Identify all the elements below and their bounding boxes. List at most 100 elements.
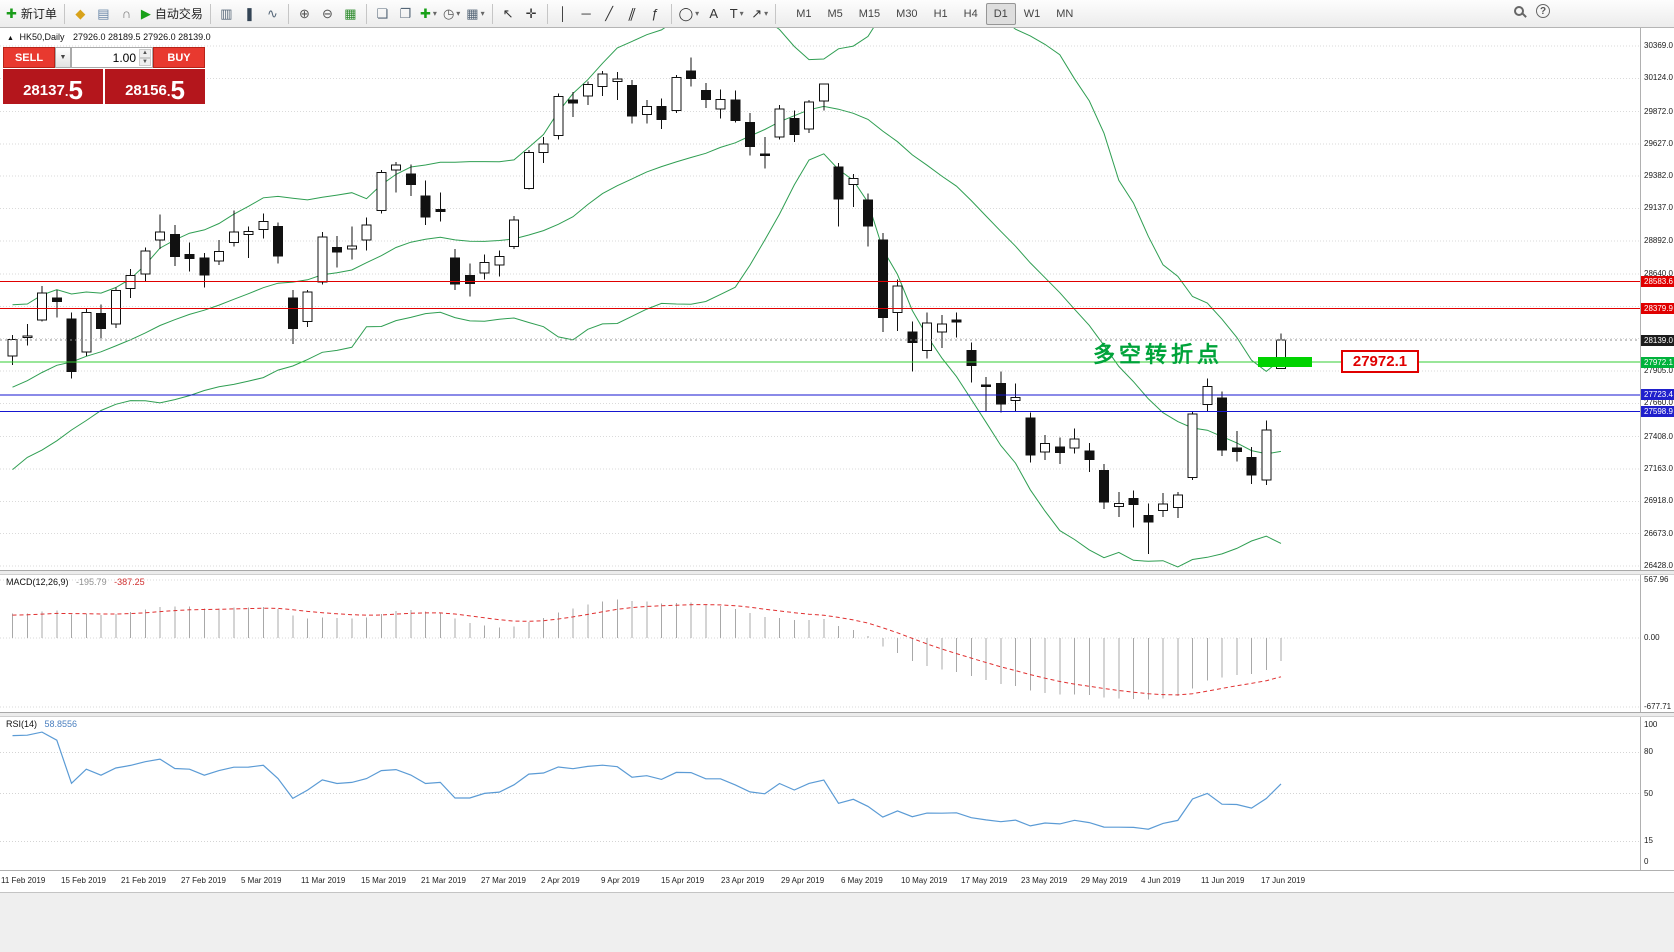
fibonacci-icon: ƒ <box>651 6 659 21</box>
date-tick-label: 27 Feb 2019 <box>181 876 226 885</box>
timeframe-mn-button[interactable]: MN <box>1056 7 1074 20</box>
buy-button[interactable]: BUY <box>153 47 205 68</box>
crosshair-icon: ✛ <box>525 6 537 21</box>
date-tick-label: 21 Mar 2019 <box>421 876 466 885</box>
shapes-button[interactable]: ◯ ▾ <box>677 3 702 25</box>
price-tick-label: 26918.0 <box>1644 496 1673 506</box>
symbol-header: ▲ HK50,Daily 27926.0 28189.5 27926.0 281… <box>7 32 211 42</box>
toolbar-separator <box>209 3 211 24</box>
text-button[interactable]: A <box>703 3 724 25</box>
price-tick-label: 26673.0 <box>1644 528 1673 538</box>
macd-signal-value: -387.25 <box>114 577 145 587</box>
time-axis[interactable]: 11 Feb 2019 15 Feb 2019 21 Feb 2019 27 Feb … <box>0 870 1674 892</box>
cycles-button[interactable]: ◷ ▾ <box>441 3 462 25</box>
templates-icon: ▦ <box>466 6 479 21</box>
sell-price-frac: 5 <box>68 74 83 105</box>
cascade-windows-button[interactable]: ❐ <box>395 3 416 25</box>
macd-main-value: -195.79 <box>76 577 107 587</box>
sell-price-dot: . <box>64 84 69 99</box>
timeframe-h4-button[interactable]: H4 <box>963 7 978 20</box>
price-tick-label: 28892.0 <box>1644 235 1673 245</box>
arrows-button[interactable]: ↗ ▾ <box>749 3 770 25</box>
support-button[interactable]: ∩ <box>116 3 137 25</box>
market-button[interactable]: ◆ <box>70 3 91 25</box>
vertical-line-button[interactable]: │ <box>553 3 574 25</box>
date-tick-label: 27 Mar 2019 <box>481 876 526 885</box>
trendline-button[interactable]: ╱ <box>599 3 620 25</box>
price-tick-label: 28640.0 <box>1644 269 1673 279</box>
macd-tick-label: 567.96 <box>1644 575 1669 584</box>
caret-down-icon: ▾ <box>456 9 461 18</box>
sell-button[interactable]: SELL <box>3 47 55 68</box>
buy-price[interactable]: 28156 . 5 <box>105 69 205 104</box>
caret-down-icon: ▾ <box>695 9 700 18</box>
price-axis[interactable]: 30369.0 30124.0 29872.0 29627.0 29382.0 29137… <box>1640 28 1674 570</box>
toolbar-separator <box>775 3 777 24</box>
price-tick-label: 26428.0 <box>1644 560 1673 570</box>
crosshair-button[interactable]: ✛ <box>521 3 542 25</box>
timeframe-w1-button[interactable]: W1 <box>1023 7 1041 20</box>
timeframe-m30-button[interactable]: M30 <box>896 7 918 20</box>
templates-button[interactable]: ▦ ▾ <box>464 3 486 25</box>
new-order-button[interactable]: ✚ 新订单 <box>4 3 59 25</box>
date-tick-label: 11 Feb 2019 <box>1 876 46 885</box>
panel-resize-handle[interactable] <box>0 712 1674 717</box>
toolbar-separator <box>63 3 65 24</box>
pivot-highlight-bar <box>1258 357 1312 367</box>
buy-price-int: 28156 <box>125 82 167 99</box>
symbol-label: HK50,Daily <box>19 32 65 42</box>
price-chart-canvas[interactable] <box>0 28 1640 570</box>
equidistant-channel-button[interactable]: ∥ <box>622 3 643 25</box>
ohlc-values: 27926.0 28189.5 27926.0 28139.0 <box>73 32 211 42</box>
zoom-out-button[interactable]: ⊖ <box>317 3 338 25</box>
text-label-button[interactable]: T ▾ <box>726 3 747 25</box>
new-order-icon: ✚ <box>6 6 17 21</box>
timeframe-m5-button[interactable]: M5 <box>827 7 843 20</box>
zoom-out-icon: ⊖ <box>321 6 333 21</box>
autotrade-button[interactable]: ▶ 自动交易 <box>139 3 205 25</box>
cursor-icon: ↖ <box>502 6 514 21</box>
sell-price[interactable]: 28137 . 5 <box>3 69 103 104</box>
bar-chart-button[interactable]: ▥ <box>216 3 237 25</box>
line-chart-icon: ∿ <box>266 6 278 21</box>
codebase-button[interactable]: ▤ <box>93 3 114 25</box>
toolbar-separator <box>546 3 548 24</box>
zoom-in-button[interactable]: ⊕ <box>294 3 315 25</box>
volume-input[interactable] <box>72 48 152 67</box>
toolbar-separator <box>287 3 289 24</box>
zoom-in-icon: ⊕ <box>298 6 310 21</box>
candlestick-chart-button[interactable]: ❚ <box>239 3 260 25</box>
order-type-dropdown[interactable]: ▼ <box>55 47 71 68</box>
window-bottom-strip <box>0 892 1674 952</box>
volume-up-icon[interactable]: ▲ <box>139 49 151 58</box>
new-order-label: 新订单 <box>20 7 57 21</box>
indicators-button[interactable]: ✚ ▾ <box>418 3 439 25</box>
rsi-tick-label: 0 <box>1644 857 1649 866</box>
volume-down-icon[interactable]: ▼ <box>139 57 151 66</box>
support-icon: ∩ <box>121 6 132 21</box>
tile-windows-button[interactable]: ▦ <box>340 3 361 25</box>
fibonacci-button[interactable]: ƒ <box>645 3 666 25</box>
horizontal-line-button[interactable]: ─ <box>576 3 597 25</box>
line-chart-button[interactable]: ∿ <box>262 3 283 25</box>
cursor-button[interactable]: ↖ <box>498 3 519 25</box>
panel-resize-handle[interactable] <box>0 570 1674 575</box>
timeframe-m15-button[interactable]: M15 <box>858 7 881 20</box>
search-icon[interactable] <box>1514 6 1524 16</box>
help-icon[interactable]: ? <box>1536 4 1550 18</box>
rsi-tick-label: 15 <box>1644 836 1653 846</box>
timeframe-d1-button[interactable]: D1 <box>985 2 1016 25</box>
arrange-windows-button[interactable]: ❏ <box>372 3 393 25</box>
timeframe-h1-button[interactable]: H1 <box>933 7 948 20</box>
rsi-label: RSI(14) 58.8556 <box>6 719 77 729</box>
price-level-label: 27598.9 <box>1641 405 1674 417</box>
date-tick-label: 5 Mar 2019 <box>241 876 282 885</box>
rsi-name: RSI(14) <box>6 719 38 729</box>
toolbar-right-group: ? <box>1514 4 1550 18</box>
timeframe-m1-button[interactable]: M1 <box>796 7 812 20</box>
date-tick-label: 11 Mar 2019 <box>301 876 346 885</box>
price-tick-label: 27905.0 <box>1644 366 1673 376</box>
macd-tick-label: -677.71 <box>1644 702 1672 711</box>
price-tick-label: 30369.0 <box>1644 40 1673 50</box>
